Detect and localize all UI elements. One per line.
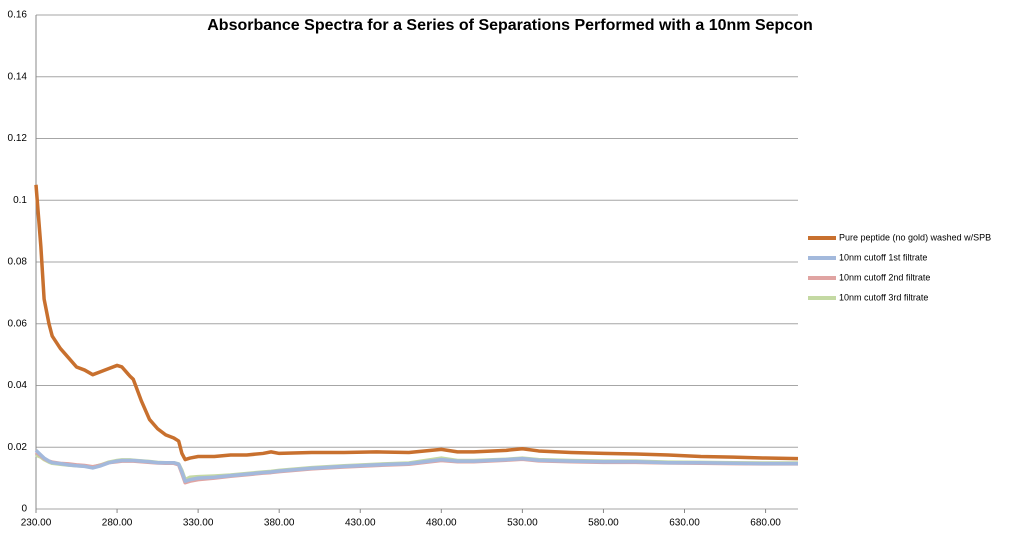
x-tick-label: 630.00 bbox=[669, 518, 700, 529]
y-tick-label: 0.16 bbox=[8, 10, 28, 21]
series-line bbox=[34, 449, 798, 483]
y-tick-label: 0.02 bbox=[8, 442, 28, 453]
y-tick-label: 0.14 bbox=[8, 71, 28, 82]
x-tick-label: 680.00 bbox=[750, 518, 781, 529]
x-tick-label: 530.00 bbox=[507, 518, 538, 529]
chart-title: Absorbance Spectra for a Series of Separ… bbox=[207, 17, 813, 34]
y-tick-label: 0.08 bbox=[8, 257, 28, 268]
legend-label: 10nm cutoff 3rd filtrate bbox=[839, 292, 928, 302]
series-line bbox=[34, 184, 799, 462]
series-line bbox=[35, 453, 798, 482]
legend-label: 10nm cutoff 1st filtrate bbox=[839, 252, 927, 262]
legend-label: Pure peptide (no gold) washed w/SPB bbox=[839, 232, 991, 242]
x-tick-label: 280.00 bbox=[102, 518, 133, 529]
x-tick-label: 380.00 bbox=[264, 518, 295, 529]
x-tick-label: 230.00 bbox=[21, 518, 52, 529]
legend-label: 10nm cutoff 2nd filtrate bbox=[839, 272, 930, 282]
x-tick-label: 430.00 bbox=[345, 518, 376, 529]
y-tick-label: 0.1 bbox=[13, 195, 27, 206]
y-tick-label: 0.06 bbox=[8, 318, 28, 329]
y-tick-label: 0.04 bbox=[8, 380, 28, 391]
x-tick-label: 580.00 bbox=[588, 518, 619, 529]
x-tick-label: 480.00 bbox=[426, 518, 457, 529]
x-tick-label: 330.00 bbox=[183, 518, 214, 529]
y-tick-label: 0 bbox=[21, 504, 27, 515]
y-tick-label: 0.12 bbox=[8, 133, 28, 144]
